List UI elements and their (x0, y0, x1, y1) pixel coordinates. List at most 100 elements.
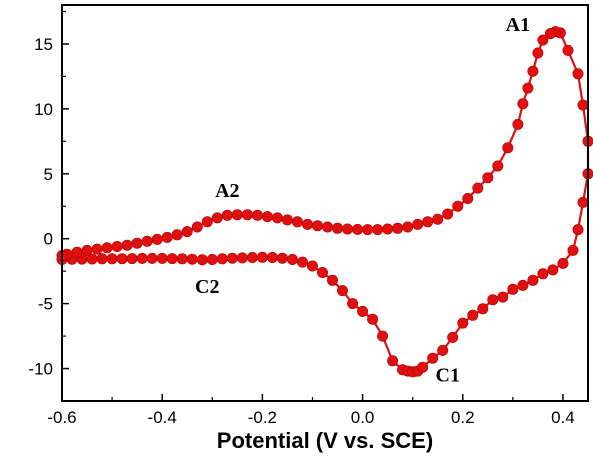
data-point-41 (447, 331, 459, 343)
data-point-11 (166, 253, 178, 265)
data-point-113 (71, 246, 83, 258)
data-point-92 (281, 214, 293, 226)
axes-frame (61, 4, 589, 402)
peak-label-c2: C2 (195, 276, 219, 298)
x-tick-label-4: 0.2 (451, 408, 475, 427)
data-point-8 (136, 252, 148, 264)
x-axis-title: Potential (V vs. SCE) (217, 428, 433, 453)
data-point-97 (231, 209, 243, 221)
data-point-83 (372, 224, 384, 236)
data-point-15 (206, 254, 218, 266)
plot-area (56, 26, 593, 378)
data-point-95 (251, 209, 263, 221)
data-point-84 (362, 224, 374, 236)
data-point-38 (417, 361, 429, 373)
data-point-64 (537, 34, 549, 46)
y-tick-label-0: -10 (28, 360, 53, 379)
data-point-20 (256, 251, 268, 263)
data-point-33 (387, 355, 399, 367)
data-point-25 (306, 260, 318, 272)
data-point-18 (236, 252, 248, 264)
x-tick-label-3: 0.0 (351, 408, 375, 427)
x-tick-label-5: 0.4 (551, 408, 575, 427)
data-point-12 (176, 253, 188, 265)
data-point-63 (544, 28, 556, 40)
data-point-71 (492, 160, 504, 172)
y-tick-label-1: -5 (38, 295, 53, 314)
data-point-14 (196, 254, 208, 266)
x-tick-label-1: -0.4 (148, 408, 177, 427)
data-point-42 (457, 317, 469, 329)
data-point-78 (422, 216, 434, 228)
data-point-53 (567, 244, 579, 256)
data-point-112 (81, 244, 93, 256)
data-point-31 (367, 313, 379, 325)
data-point-75 (452, 200, 464, 212)
data-point-26 (316, 266, 328, 278)
y-tick-label-3: 5 (44, 165, 53, 184)
data-point-111 (91, 243, 103, 255)
peak-label-a1: A1 (506, 14, 530, 36)
data-point-47 (507, 283, 519, 295)
data-point-80 (402, 221, 414, 233)
data-point-103 (171, 229, 183, 241)
data-point-46 (497, 291, 509, 303)
cv-curve-line (61, 30, 590, 373)
data-point-102 (181, 226, 193, 238)
data-point-108 (121, 239, 133, 251)
data-point-16 (216, 253, 228, 265)
data-point-77 (432, 213, 444, 225)
data-point-30 (357, 305, 369, 317)
y-tick-label-5: 15 (34, 35, 53, 54)
data-point-19 (246, 252, 258, 264)
data-point-51 (547, 264, 559, 276)
data-point-39 (427, 352, 439, 364)
peak-label-c1: C1 (436, 365, 460, 387)
data-point-82 (382, 223, 394, 235)
data-point-67 (522, 82, 534, 94)
data-point-7 (126, 253, 138, 265)
data-point-99 (211, 212, 223, 224)
data-point-74 (462, 193, 474, 205)
data-point-9 (146, 252, 158, 264)
data-point-105 (151, 233, 163, 245)
data-point-6 (116, 253, 128, 265)
data-point-109 (111, 241, 123, 253)
x-tick-label-0: -0.6 (47, 408, 76, 427)
axis-ticks: -0.6 -0.4 -0.2 0.0 0.2 0.4 -10 -5 0 5 10 15 A1 A2 C1 C2 (28, 10, 575, 427)
data-point-55 (577, 196, 589, 208)
data-point-85 (352, 223, 364, 235)
data-point-27 (326, 274, 338, 286)
data-point-43 (467, 309, 479, 321)
data-point-54 (572, 224, 584, 236)
data-point-86 (341, 223, 353, 235)
x-tick-label-2: -0.2 (248, 408, 277, 427)
data-point-101 (191, 221, 203, 233)
data-point-52 (557, 257, 569, 269)
data-point-4 (96, 253, 108, 265)
data-point-22 (276, 252, 288, 264)
y-tick-label-2: 0 (44, 230, 53, 249)
data-point-81 (392, 222, 404, 234)
data-point-28 (336, 285, 348, 297)
data-point-29 (347, 298, 359, 310)
data-point-66 (527, 65, 539, 77)
data-point-87 (331, 222, 343, 234)
data-point-93 (271, 212, 283, 224)
data-point-49 (527, 274, 539, 286)
data-point-100 (201, 216, 213, 228)
data-point-76 (442, 208, 454, 220)
data-point-68 (517, 98, 529, 110)
data-point-110 (101, 242, 113, 254)
data-point-32 (377, 330, 389, 342)
data-point-59 (572, 68, 584, 80)
data-point-17 (226, 252, 238, 264)
data-point-72 (482, 172, 494, 184)
data-point-107 (131, 237, 143, 249)
data-point-21 (266, 252, 278, 264)
data-point-24 (296, 256, 308, 268)
data-point-104 (161, 231, 173, 243)
data-point-5 (106, 253, 118, 265)
data-point-40 (437, 344, 449, 356)
